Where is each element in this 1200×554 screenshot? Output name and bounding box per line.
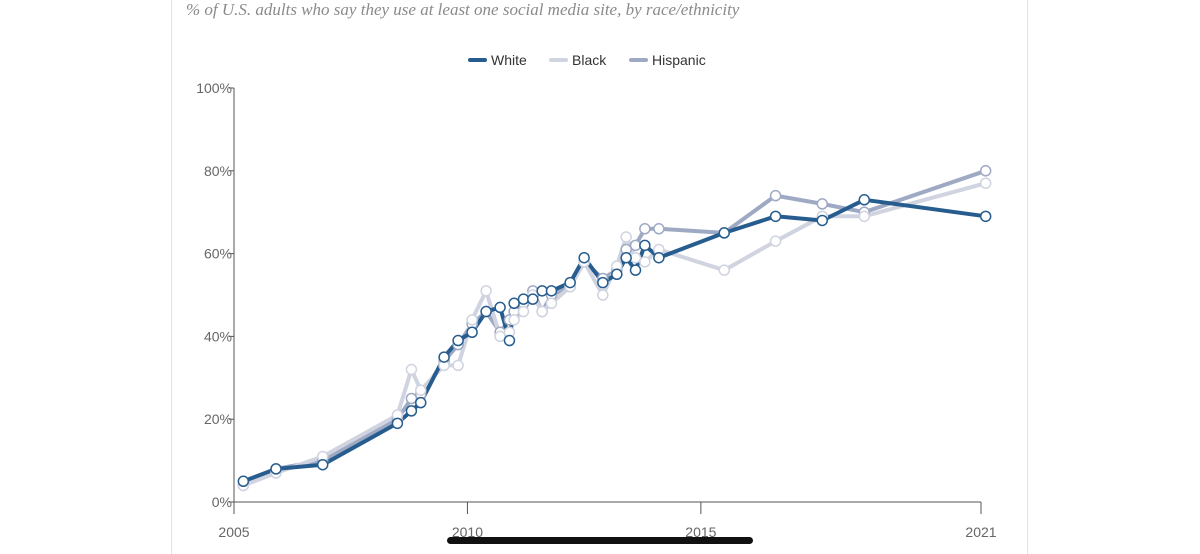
data-point-hispanic: [653, 223, 665, 235]
data-point-white: [769, 210, 782, 223]
data-point-black: [620, 231, 632, 243]
data-point-white: [438, 351, 450, 363]
data-point-white: [536, 285, 548, 297]
data-point-white: [508, 297, 520, 310]
data-point-white: [639, 239, 651, 252]
data-point-white: [816, 214, 829, 227]
data-point-white: [270, 463, 282, 475]
data-point-white: [620, 251, 632, 264]
data-point-white: [578, 251, 590, 264]
series-line-black: [241, 181, 988, 488]
data-point-white: [858, 194, 871, 206]
x-tick-label: 2005: [218, 524, 249, 540]
data-point-white: [405, 405, 418, 417]
data-point-white: [545, 285, 558, 297]
chart-axes: 0% 20% 40% 60% 80% 100% 2005 2010 2015 2021: [196, 80, 997, 540]
y-tick-label: 100%: [196, 80, 232, 96]
data-point-white: [597, 276, 609, 289]
data-point-black: [494, 330, 506, 343]
data-point-black: [858, 210, 871, 223]
series-markers: [237, 165, 992, 492]
data-point-hispanic: [639, 223, 651, 235]
data-point-hispanic: [816, 198, 829, 210]
data-point-white: [718, 227, 730, 239]
data-point-black: [597, 289, 609, 301]
y-tick-label: 80%: [204, 163, 232, 179]
data-point-white: [466, 326, 478, 339]
data-point-white: [494, 301, 506, 314]
x-tick-label: 2021: [965, 524, 996, 540]
chart-subtitle: % of U.S. adults who say they use at lea…: [186, 0, 740, 19]
x-tick-label: 2015: [685, 524, 716, 540]
series-lines: [241, 168, 988, 488]
data-point-white: [237, 475, 250, 488]
data-point-black: [517, 305, 530, 318]
data-point-white: [452, 334, 464, 347]
data-point-black: [508, 314, 520, 326]
data-point-hispanic: [405, 392, 418, 405]
data-point-black: [452, 359, 464, 372]
data-point-black: [466, 314, 478, 326]
data-point-black: [979, 177, 992, 189]
data-point-black: [718, 264, 730, 276]
data-point-black: [536, 305, 548, 318]
data-point-white: [391, 417, 404, 430]
legend-label-hispanic: Hispanic: [652, 52, 706, 68]
y-tick-label: 0%: [212, 494, 232, 510]
data-point-white: [527, 293, 539, 305]
x-tick-label: 2010: [452, 524, 483, 540]
page-border-left: [171, 0, 172, 554]
data-point-hispanic: [629, 239, 642, 252]
data-point-white: [415, 396, 427, 409]
legend-label-white: White: [491, 52, 527, 68]
data-point-black: [545, 297, 558, 310]
data-point-black: [639, 256, 651, 268]
y-tick-label: 40%: [204, 328, 232, 344]
data-point-white: [503, 334, 516, 347]
home-indicator-bar[interactable]: [447, 537, 753, 544]
data-point-hispanic: [769, 189, 782, 202]
data-point-black: [415, 384, 427, 396]
data-point-black: [405, 363, 418, 376]
data-point-white: [629, 264, 642, 276]
legend-label-black: Black: [572, 52, 607, 68]
data-point-hispanic: [979, 165, 992, 177]
data-point-black: [769, 235, 782, 247]
data-point-white: [653, 251, 665, 264]
data-point-white: [480, 305, 492, 318]
data-point-black: [480, 285, 492, 297]
y-tick-label: 20%: [204, 411, 232, 427]
y-tick-label: 60%: [204, 246, 232, 262]
data-point-black: [629, 251, 642, 264]
data-point-white: [979, 210, 992, 223]
data-point-white: [517, 293, 530, 305]
data-point-white: [564, 276, 576, 289]
data-point-white: [316, 458, 329, 471]
data-point-white: [611, 268, 623, 281]
chart-legend: White Black Hispanic: [468, 52, 706, 68]
page-border-right: [1027, 0, 1028, 554]
